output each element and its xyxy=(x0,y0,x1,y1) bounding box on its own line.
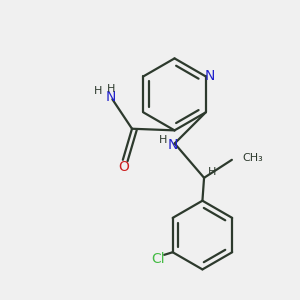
Text: H: H xyxy=(208,167,216,177)
Text: N: N xyxy=(205,69,215,83)
Text: Cl: Cl xyxy=(151,252,164,266)
Text: CH₃: CH₃ xyxy=(242,153,263,163)
Text: N: N xyxy=(106,90,116,104)
Text: H: H xyxy=(106,84,115,94)
Text: N: N xyxy=(167,138,178,152)
Text: H: H xyxy=(159,135,167,145)
Text: H: H xyxy=(94,86,102,96)
Text: O: O xyxy=(118,160,129,174)
